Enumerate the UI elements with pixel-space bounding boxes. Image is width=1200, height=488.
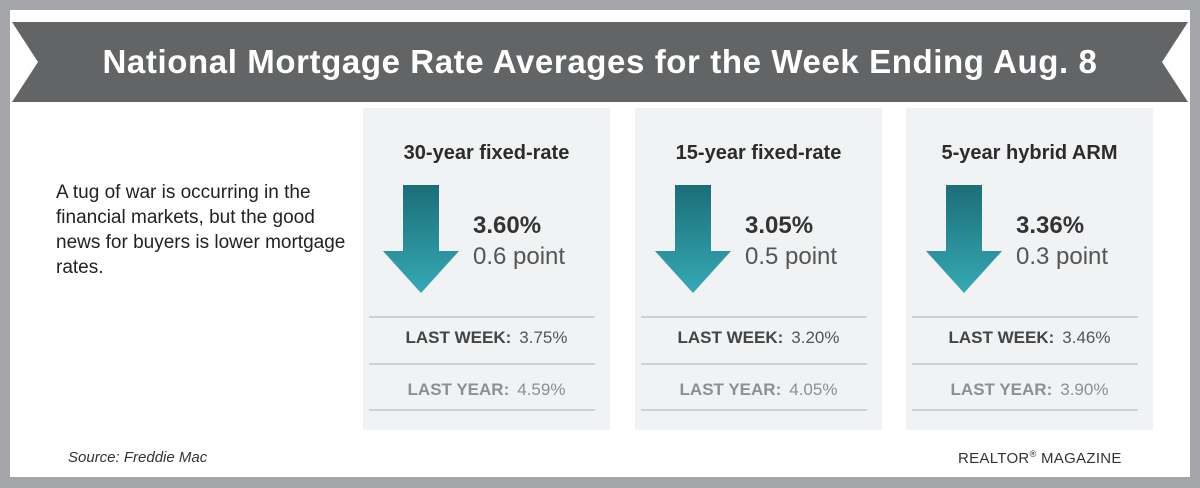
- rate-change: 0.5 point: [745, 243, 838, 270]
- last-week-stat: LAST WEEK: 3.75%: [363, 328, 610, 348]
- last-year-stat: LAST YEAR: 4.05%: [635, 380, 882, 400]
- last-year-label: LAST YEAR:: [950, 380, 1053, 399]
- last-year-value: 4.05%: [789, 380, 838, 399]
- rate-change: 0.3 point: [1016, 243, 1109, 270]
- last-week-stat: LAST WEEK: 3.46%: [906, 328, 1153, 348]
- last-week-value: 3.46%: [1062, 328, 1111, 347]
- last-week-label: LAST WEEK:: [677, 328, 784, 347]
- divider: [641, 363, 867, 365]
- card-title: 5-year hybrid ARM: [941, 142, 1118, 164]
- last-week-label: LAST WEEK:: [405, 328, 512, 347]
- last-week-stat: LAST WEEK: 3.20%: [635, 328, 882, 348]
- registered-mark: ®: [1029, 449, 1037, 459]
- last-week-value: 3.75%: [519, 328, 568, 347]
- brand-suffix: MAGAZINE: [1036, 450, 1122, 467]
- divider: [369, 316, 595, 318]
- down-arrow-icon: [383, 185, 459, 293]
- current-rate: 3.05%: [745, 212, 814, 239]
- divider: [912, 316, 1138, 318]
- divider: [912, 363, 1138, 365]
- last-week-value: 3.20%: [791, 328, 840, 347]
- current-rate: 3.36%: [1016, 212, 1085, 239]
- last-year-stat: LAST YEAR: 3.90%: [906, 380, 1153, 400]
- down-arrow-icon: [655, 185, 731, 293]
- rate-card-30-year: 30-year fixed-rate 3.60% 0.6 point LAST …: [363, 108, 610, 430]
- current-rate: 3.60%: [473, 212, 542, 239]
- intro-text: A tug of war is occurring in the financi…: [56, 182, 346, 278]
- divider: [369, 409, 595, 411]
- banner-title: National Mortgage Rate Averages for the …: [102, 43, 1098, 80]
- divider: [912, 409, 1138, 411]
- rate-change: 0.6 point: [473, 243, 566, 270]
- down-arrow-shape: [383, 185, 459, 293]
- divider: [369, 363, 595, 365]
- rate-card-15-year: 15-year fixed-rate 3.05% 0.5 point LAST …: [635, 108, 882, 430]
- banner-ribbon-shape: [12, 22, 1188, 102]
- last-year-label: LAST YEAR:: [407, 380, 510, 399]
- down-arrow-icon: [926, 185, 1002, 293]
- divider: [641, 316, 867, 318]
- down-arrow-shape: [926, 185, 1002, 293]
- last-week-label: LAST WEEK:: [948, 328, 1055, 347]
- down-arrow-shape: [655, 185, 731, 293]
- card-title: 30-year fixed-rate: [403, 142, 570, 164]
- card-title: 15-year fixed-rate: [675, 142, 842, 164]
- last-year-label: LAST YEAR:: [679, 380, 782, 399]
- last-year-value: 4.59%: [517, 380, 566, 399]
- source-note: Source: Freddie Mac: [68, 449, 208, 466]
- rate-card-5-year-arm: 5-year hybrid ARM 3.36% 0.3 point LAST W…: [906, 108, 1153, 430]
- brand-logo: REALTOR® MAGAZINE: [958, 449, 1122, 467]
- last-year-value: 3.90%: [1060, 380, 1109, 399]
- title-banner: National Mortgage Rate Averages for the …: [12, 22, 1188, 102]
- last-year-stat: LAST YEAR: 4.59%: [363, 380, 610, 400]
- divider: [641, 409, 867, 411]
- brand-name: REALTOR: [958, 450, 1030, 467]
